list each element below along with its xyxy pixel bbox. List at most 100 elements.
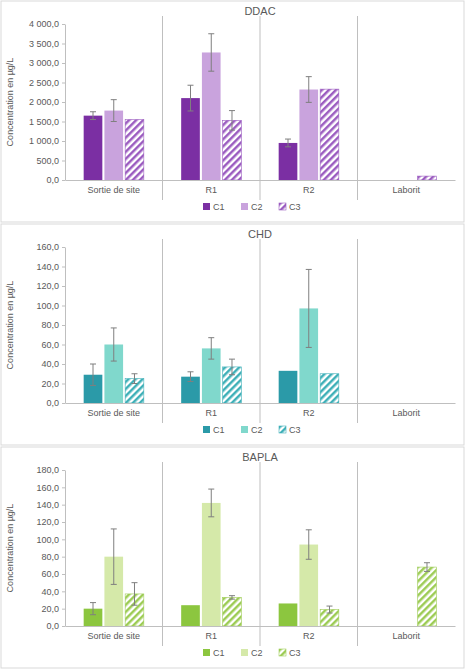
- y-tick: 500,0: [36, 156, 65, 166]
- y-tick-mark: [62, 325, 65, 326]
- error-bar: [131, 583, 137, 606]
- error-cap: [326, 613, 332, 614]
- bar: [84, 116, 103, 180]
- y-tick-mark: [62, 306, 65, 307]
- x-tick-label: R1: [205, 631, 217, 641]
- y-tick: 180,0: [36, 465, 65, 475]
- y-tick: 0,0: [46, 175, 65, 185]
- legend-item: C3: [279, 425, 301, 435]
- chart-title: CHD: [248, 228, 272, 240]
- y-tick: 3 000,0: [29, 58, 65, 68]
- error-line: [93, 364, 94, 385]
- legend-swatch: [279, 203, 286, 210]
- error-line: [426, 563, 427, 572]
- x-tick-label: Laborit: [392, 408, 420, 418]
- error-cap: [188, 85, 194, 86]
- legend-item: C1: [203, 648, 225, 658]
- y-axis: 0,020,040,060,080,0100,0120,0140,0160,01…: [36, 465, 65, 631]
- error-cap: [90, 364, 96, 365]
- y-tick-mark: [62, 487, 65, 488]
- x-axis-line: [66, 403, 456, 404]
- error-cap: [306, 102, 312, 103]
- legend-swatch: [241, 203, 248, 210]
- error-cap: [285, 139, 291, 140]
- error-bar: [111, 100, 117, 122]
- x-tick: Sortie de site: [87, 403, 140, 418]
- error-cap: [306, 347, 312, 348]
- y-tick-label: 1 500,0: [29, 117, 59, 127]
- y-tick: 60,0: [41, 340, 65, 350]
- category-separator: [162, 16, 163, 200]
- error-bar: [90, 603, 96, 615]
- y-axis-title: Concentration en µg/L: [5, 281, 15, 370]
- error-cap: [306, 269, 312, 270]
- error-line: [308, 77, 309, 103]
- legend-label: C3: [289, 425, 301, 435]
- legend-item: C2: [241, 425, 263, 435]
- error-line: [93, 603, 94, 615]
- legend-item: C2: [241, 202, 263, 212]
- y-tick-label: 140,0: [36, 262, 59, 272]
- bar: [279, 371, 298, 403]
- bar: [279, 143, 298, 180]
- y-tick-label: 160,0: [36, 242, 59, 252]
- x-tick: R2: [303, 180, 315, 195]
- y-tick-mark: [62, 102, 65, 103]
- legend-item: C1: [203, 202, 225, 212]
- y-tick: 100,0: [36, 535, 65, 545]
- y-tick: 1 500,0: [29, 117, 65, 127]
- x-tick: R1: [205, 403, 217, 418]
- y-tick-label: 160,0: [36, 483, 59, 493]
- legend-item: C3: [279, 202, 301, 212]
- plot-area: [84, 489, 437, 626]
- error-line: [231, 111, 232, 131]
- y-tick: 0,0: [46, 621, 65, 631]
- x-tick: Sortie de site: [87, 626, 140, 641]
- y-tick: 160,0: [36, 483, 65, 493]
- error-cap: [208, 337, 214, 338]
- error-line: [231, 596, 232, 599]
- y-tick-label: 20,0: [41, 379, 59, 389]
- y-tick-mark: [62, 122, 65, 123]
- y-tick-mark: [62, 539, 65, 540]
- category-separator: [260, 16, 261, 200]
- x-axis: Sortie de siteR1R2Laborit: [66, 180, 456, 195]
- error-cap: [131, 383, 137, 384]
- y-tick-mark: [62, 161, 65, 162]
- error-cap: [188, 381, 194, 382]
- error-line: [134, 374, 135, 384]
- y-tick: 0,0: [46, 398, 65, 408]
- error-cap: [229, 595, 235, 596]
- x-tick-label: R2: [303, 408, 315, 418]
- y-tick-label: 60,0: [41, 569, 59, 579]
- x-tick-label: Sortie de site: [87, 185, 140, 195]
- legend-swatch: [203, 649, 210, 656]
- y-tick-mark: [62, 505, 65, 506]
- y-tick-mark: [62, 384, 65, 385]
- x-axis-line: [66, 180, 456, 181]
- error-cap: [229, 130, 235, 131]
- error-cap: [229, 374, 235, 375]
- legend-swatch: [279, 649, 286, 656]
- y-tick: 140,0: [36, 500, 65, 510]
- y-axis-title: Concentration en µg/L: [5, 504, 15, 593]
- y-tick: 20,0: [41, 379, 65, 389]
- panel-frame: [1, 1, 464, 222]
- y-tick: 100,0: [36, 301, 65, 311]
- y-tick: 4 000,0: [29, 19, 65, 29]
- error-cap: [424, 571, 430, 572]
- error-cap: [111, 327, 117, 328]
- error-bar: [188, 372, 194, 382]
- y-tick-mark: [62, 63, 65, 64]
- y-tick-label: 500,0: [36, 156, 59, 166]
- error-bar: [90, 112, 96, 120]
- error-bar: [306, 530, 312, 559]
- x-tick-label: R2: [303, 185, 315, 195]
- bar: [418, 567, 437, 626]
- legend-label: C3: [289, 648, 301, 658]
- error-line: [288, 139, 289, 147]
- error-cap: [90, 119, 96, 120]
- y-tick-label: 100,0: [36, 535, 59, 545]
- x-tick: Laborit: [392, 180, 420, 195]
- y-tick: 120,0: [36, 517, 65, 527]
